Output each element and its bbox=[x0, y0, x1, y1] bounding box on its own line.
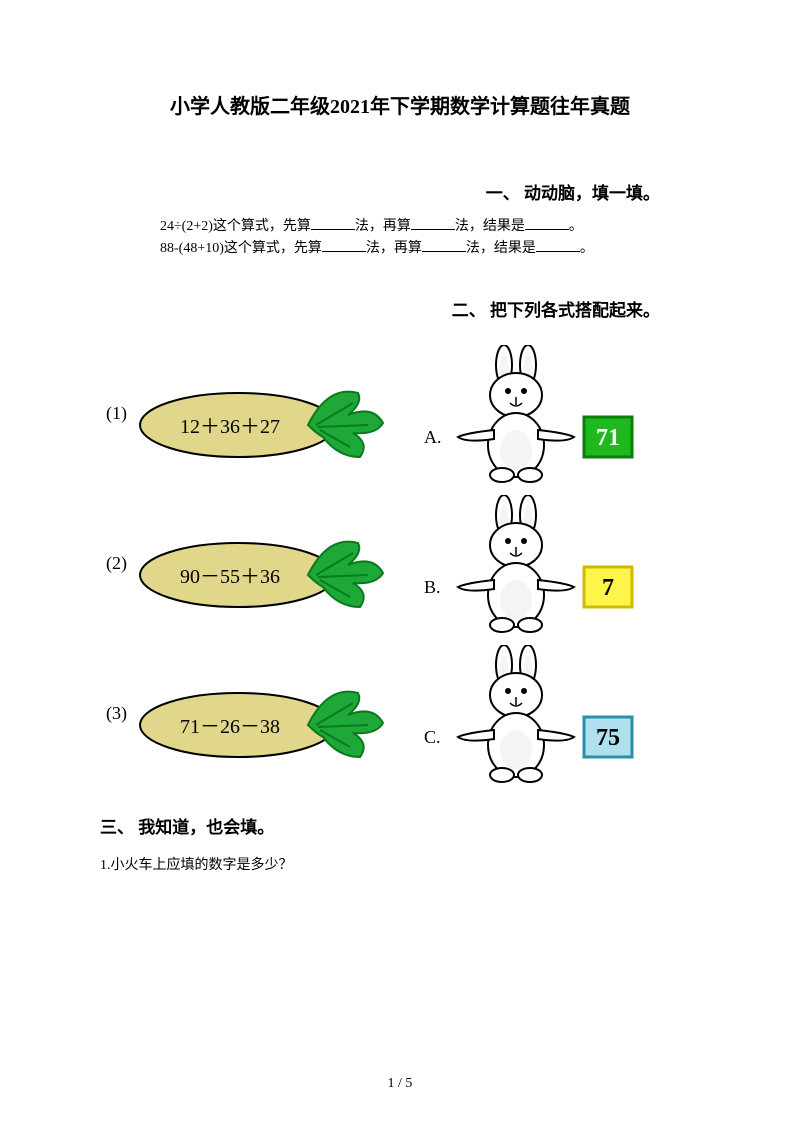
text: 法，结果是 bbox=[466, 241, 536, 256]
carrot-index: (2) bbox=[106, 553, 127, 574]
rabbit-index: A. bbox=[424, 427, 442, 448]
carrot-index: (1) bbox=[106, 403, 127, 424]
matching-figure: (1) 12＋36＋27 (2) 90－55＋36 (3) 71－26－38 A… bbox=[100, 345, 700, 785]
rabbit-icon: 71 bbox=[446, 345, 646, 490]
blank bbox=[311, 216, 355, 230]
svg-text:90－55＋36: 90－55＋36 bbox=[180, 566, 280, 588]
blank bbox=[525, 216, 569, 230]
section-3-question-1: 1.小火车上应填的数字是多少？ bbox=[100, 854, 700, 874]
blank bbox=[411, 216, 455, 230]
text: 法，再算 bbox=[366, 241, 422, 256]
section-1-heading: 一、 动动脑，填一填。 bbox=[100, 179, 700, 204]
rabbit-index: C. bbox=[424, 727, 441, 748]
page-title: 小学人教版二年级2021年下学期数学计算题往年真题 bbox=[100, 90, 700, 119]
rabbit-icon: 75 bbox=[446, 645, 646, 790]
rabbit-item: B. 7 bbox=[430, 495, 646, 640]
svg-text:12＋36＋27: 12＋36＋27 bbox=[180, 416, 280, 438]
rabbit-item: C. 75 bbox=[430, 645, 646, 790]
text: 88-(48+10)这个算式，先算 bbox=[160, 241, 322, 256]
svg-text:71: 71 bbox=[596, 425, 620, 451]
text: 。 bbox=[580, 241, 594, 256]
text: 法，结果是 bbox=[455, 219, 525, 234]
text: 。 bbox=[569, 219, 583, 234]
blank bbox=[422, 238, 466, 252]
section-3-heading: 三、 我知道，也会填。 bbox=[100, 813, 700, 838]
svg-text:7: 7 bbox=[602, 575, 614, 601]
carrot-icon: 71－26－38 bbox=[138, 675, 388, 770]
section-2-heading: 二、 把下列各式搭配起来。 bbox=[100, 296, 700, 321]
carrot-item: (1) 12＋36＋27 bbox=[110, 375, 388, 470]
carrot-index: (3) bbox=[106, 703, 127, 724]
section-1-line-1: 24÷(2+2)这个算式，先算 法，再算 法，结果是 。 bbox=[100, 216, 700, 238]
rabbit-item: A. 71 bbox=[430, 345, 646, 490]
section-1-line-2: 88-(48+10)这个算式，先算 法，再算 法，结果是 。 bbox=[100, 238, 700, 260]
text: 法，再算 bbox=[355, 219, 411, 234]
carrot-item: (3) 71－26－38 bbox=[110, 675, 388, 770]
rabbit-icon: 7 bbox=[446, 495, 646, 640]
svg-text:75: 75 bbox=[596, 725, 620, 751]
blank bbox=[536, 238, 580, 252]
blank bbox=[322, 238, 366, 252]
svg-text:71－26－38: 71－26－38 bbox=[180, 716, 280, 738]
text: 24÷(2+2)这个算式，先算 bbox=[160, 219, 311, 234]
rabbit-index: B. bbox=[424, 577, 441, 598]
carrot-item: (2) 90－55＋36 bbox=[110, 525, 388, 620]
carrot-icon: 90－55＋36 bbox=[138, 525, 388, 620]
carrot-icon: 12＋36＋27 bbox=[138, 375, 388, 470]
page-number: 1 / 5 bbox=[0, 1076, 800, 1092]
